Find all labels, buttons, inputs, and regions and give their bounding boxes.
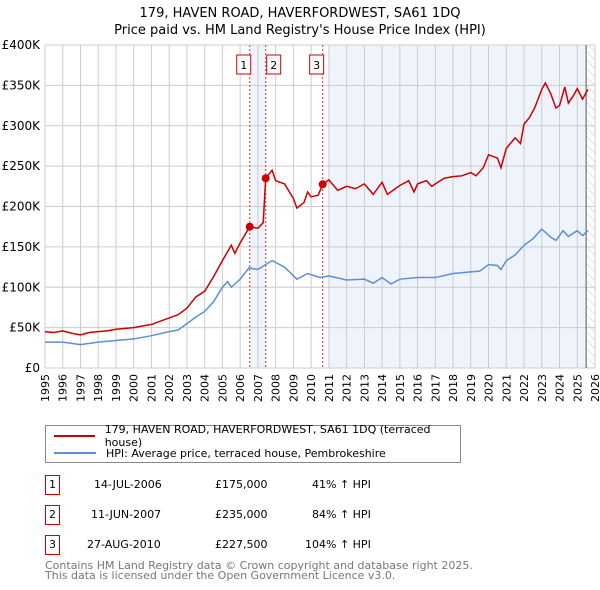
x-tick-label: 2007 [252, 374, 265, 402]
x-tick-label: 2004 [199, 374, 212, 402]
x-tick-label: 2015 [394, 374, 407, 402]
sale-marker-box [309, 54, 325, 75]
sale-row: 1 14-JUL-2006 £175,000 41% ↑ HPI [45, 475, 465, 495]
sale-number: 3 [45, 535, 60, 555]
x-tick-label: 2013 [358, 374, 371, 402]
x-tick-label: 2012 [341, 374, 354, 402]
sale-marker-label: 3 [313, 59, 320, 72]
legend-label: HPI: Average price, terraced house, Pemb… [106, 446, 386, 460]
sale-point [245, 222, 254, 231]
x-tick-label: 1998 [92, 374, 105, 402]
x-tick-label: 2005 [216, 374, 229, 402]
title: 179, HAVEN ROAD, HAVERFORDWEST, SA61 1DQ [139, 6, 461, 21]
sale-price: £235,000 [215, 508, 268, 521]
y-tick-label: £50K [9, 321, 41, 335]
licence-text: This data is licensed under the Open Gov… [45, 569, 396, 582]
x-tick-label: 1996 [57, 374, 70, 402]
series-line [45, 228, 589, 346]
legend-swatch-blue [54, 452, 96, 454]
x-tick-label: 2014 [376, 374, 389, 402]
sale-marker-box [236, 54, 252, 75]
x-tick-label: 2016 [412, 374, 425, 402]
y-tick-label: £350K [2, 78, 42, 92]
x-tick-label: 2023 [536, 374, 549, 402]
footer: Contains HM Land Registry data © Crown c… [45, 559, 473, 582]
legend-item-hpi: HPI: Average price, terraced house, Pemb… [54, 445, 386, 461]
x-tick-label: 2018 [447, 374, 460, 402]
series-line [44, 81, 589, 336]
y-tick-label: £100K [2, 280, 42, 294]
x-tick-label: 2003 [181, 374, 194, 402]
legend-item-property: 179, HAVEN ROAD, HAVERFORDWEST, SA61 1DQ… [54, 423, 460, 449]
sale-marker-label: 2 [270, 59, 277, 72]
sale-number: 2 [45, 505, 60, 525]
x-tick-label: 2006 [234, 374, 247, 402]
sale-row: 3 27-AUG-2010 £227,500 104% ↑ HPI [45, 535, 465, 555]
x-tick-label: 2020 [483, 374, 496, 402]
legend-label: 179, HAVEN ROAD, HAVERFORDWEST, SA61 1DQ… [104, 423, 431, 449]
y-tick-label: £400K [2, 38, 42, 52]
x-tick-label: 1997 [74, 374, 87, 402]
x-tick-label: 2001 [145, 374, 158, 402]
sale-price: £175,000 [215, 478, 268, 491]
legend-swatch-red [54, 435, 95, 437]
x-tick-label: 2017 [429, 374, 442, 402]
sale-hpi: 104% ↑ HPI [305, 538, 371, 551]
sale-row: 2 11-JUN-2007 £235,000 84% ↑ HPI [45, 505, 465, 525]
x-tick-label: 2000 [128, 374, 141, 402]
x-tick-label: 2009 [287, 374, 300, 402]
x-tick-label: 2024 [554, 374, 567, 402]
y-tick-label: £200K [2, 200, 42, 214]
y-tick-label: £150K [2, 240, 42, 254]
x-tick-label: 2019 [465, 374, 478, 402]
x-tick-label: 1995 [39, 374, 52, 402]
chart-title: 179, HAVEN ROAD, HAVERFORDWEST, SA61 1DQ… [0, 5, 600, 39]
sale-date: 11-JUN-2007 [91, 508, 162, 521]
subtitle: Price paid vs. HM Land Registry's House … [114, 23, 486, 38]
sale-hpi: 84% ↑ HPI [312, 508, 371, 521]
sale-price: £227,500 [215, 538, 268, 551]
price-chart: 1995 1996 1997 1998 1999 2000 2001 2002 2003 2004… [2, 38, 600, 402]
x-tick-label: 2022 [518, 374, 531, 402]
x-tick-label: 2021 [500, 374, 513, 402]
x-tick-label: 2026 [589, 374, 600, 402]
sale-point [261, 174, 270, 183]
sale-date: 14-JUL-2006 [94, 478, 162, 491]
copyright-text: Contains HM Land Registry data © Crown c… [45, 559, 473, 572]
x-tick-label: 2008 [270, 374, 283, 402]
x-tick-label: 2025 [571, 374, 584, 402]
sale-point [318, 180, 327, 189]
y-tick-label: £250K [2, 159, 42, 173]
x-tick-label: 2011 [323, 374, 336, 402]
sale-number: 1 [45, 475, 60, 495]
sale-date: 27-AUG-2010 [87, 538, 161, 551]
sale-marker-label: 1 [240, 59, 247, 72]
x-tick-label: 1999 [110, 374, 123, 402]
y-tick-label: £300K [2, 119, 42, 133]
legend: 179, HAVEN ROAD, HAVERFORDWEST, SA61 1DQ… [45, 423, 461, 463]
y-tick-label: £0 [25, 361, 40, 375]
sale-hpi: 41% ↑ HPI [312, 478, 371, 491]
x-tick-label: 2010 [305, 374, 318, 402]
x-tick-label: 2002 [163, 374, 176, 402]
sale-marker-box [266, 54, 282, 75]
